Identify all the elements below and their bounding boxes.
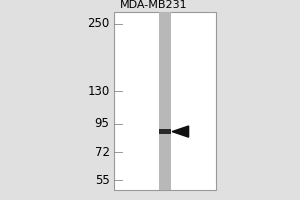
FancyBboxPatch shape (159, 129, 171, 134)
FancyBboxPatch shape (114, 12, 216, 190)
Text: 95: 95 (94, 117, 110, 130)
FancyBboxPatch shape (159, 12, 171, 190)
Text: MDA-MB231: MDA-MB231 (120, 0, 188, 10)
Text: 72: 72 (94, 146, 110, 159)
Text: 55: 55 (95, 174, 110, 187)
Text: 250: 250 (87, 17, 110, 30)
Text: 130: 130 (87, 85, 110, 98)
Polygon shape (172, 126, 189, 137)
